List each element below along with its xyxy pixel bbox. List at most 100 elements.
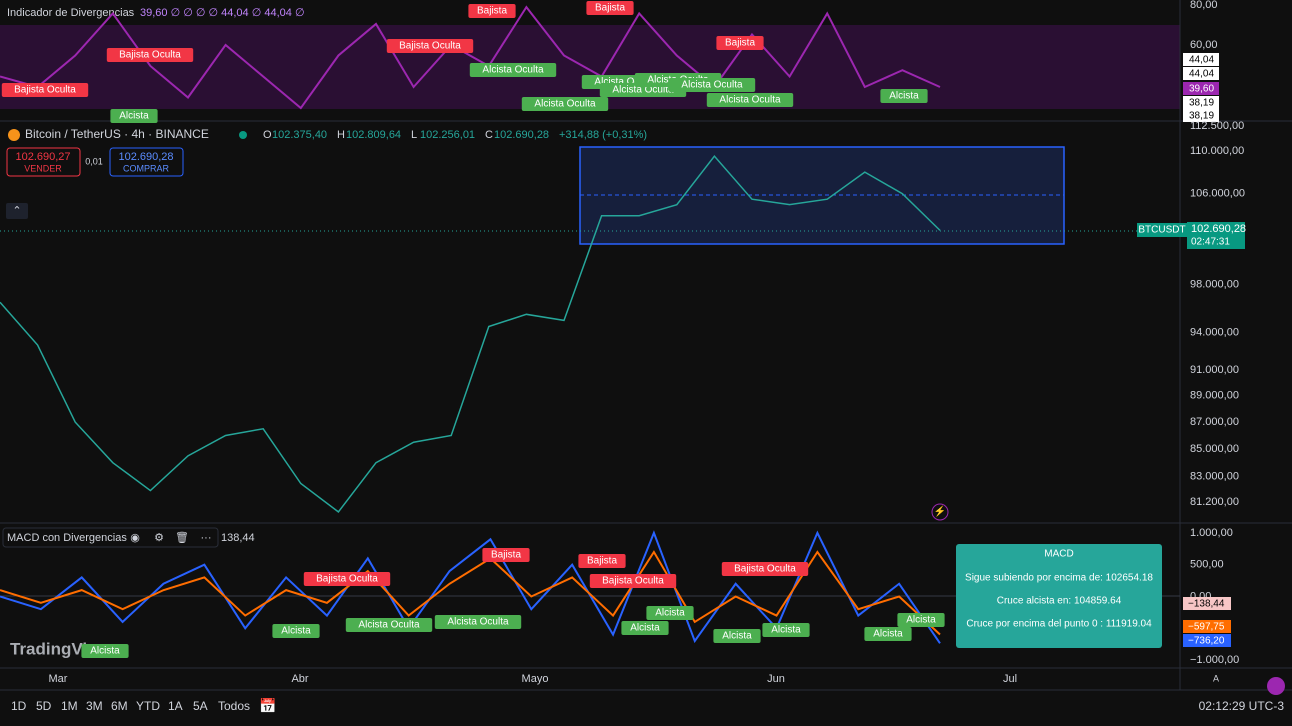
value-badge bbox=[1183, 53, 1219, 66]
collapse-button[interactable] bbox=[6, 203, 28, 219]
range-button[interactable]: 1D bbox=[11, 699, 27, 713]
sell-label: VENDER bbox=[24, 163, 62, 173]
settings-icon[interactable]: ⚙ bbox=[154, 532, 164, 544]
more-icon[interactable]: ··· bbox=[201, 532, 212, 544]
divergence-label-text: Bajista bbox=[587, 556, 617, 567]
symbol-badge bbox=[1137, 223, 1187, 237]
divergence-label-text: Bajista bbox=[491, 550, 521, 561]
delete-icon[interactable]: 🗑 bbox=[175, 531, 189, 544]
value-badge-text: 39,60 bbox=[1189, 84, 1214, 95]
y-tick-label: 500,00 bbox=[1190, 559, 1224, 571]
y-tick-label: 60,00 bbox=[1190, 39, 1218, 51]
divergence-label bbox=[106, 48, 194, 62]
x-tick-label: Mayo bbox=[522, 673, 549, 685]
eye-icon[interactable]: ◉ bbox=[130, 532, 140, 544]
ohlc-value: 102.256,01 bbox=[420, 129, 475, 141]
value-badge bbox=[1183, 67, 1219, 80]
divergence-label bbox=[521, 97, 609, 111]
symbol[interactable]: Bitcoin / TetherUS · 4h · BINANCE bbox=[25, 127, 209, 141]
buy-label: COMPRAR bbox=[123, 163, 170, 173]
macd-value: 138,44 bbox=[221, 532, 255, 544]
range-button[interactable]: Todos bbox=[218, 699, 250, 713]
divergence-label bbox=[303, 572, 391, 586]
y-tick-label: 112.500,00 bbox=[1190, 120, 1244, 132]
divergence-label-text: Bajista Oculta bbox=[14, 85, 76, 96]
divergence-label-text: Alcista Oculta bbox=[482, 65, 544, 76]
divergence-label-text: Alcista bbox=[889, 91, 919, 102]
x-tick-label: Abr bbox=[291, 673, 308, 685]
divergence-label bbox=[468, 4, 516, 18]
divergence-label-text: Bajista Oculta bbox=[316, 574, 378, 585]
tooltip-line: Sigue subiendo por encima de: 102654.18 bbox=[965, 573, 1153, 584]
indicator-title: Indicador de Divergencias bbox=[7, 7, 135, 19]
y-tick-label: 89.000,00 bbox=[1190, 390, 1239, 402]
alert-icon[interactable] bbox=[931, 503, 949, 521]
ohlc-key: O bbox=[263, 129, 272, 141]
indicator-values: 39,60 ∅ ∅ ∅ ∅ 44,04 ∅ 44,04 ∅ bbox=[140, 7, 305, 19]
divergence-label-text: Bajista Oculta bbox=[734, 564, 796, 575]
divergence-label bbox=[646, 606, 694, 620]
alert-glyph: ⚡ bbox=[934, 505, 946, 518]
divergence-label bbox=[713, 629, 761, 643]
tooltip-title: MACD bbox=[1044, 549, 1073, 560]
divergence-label bbox=[578, 554, 626, 568]
range-button[interactable]: 1A bbox=[168, 699, 183, 713]
tooltip-line: Cruce por encima del punto 0 : 111919.04 bbox=[966, 619, 1152, 630]
signal-line bbox=[0, 550, 941, 636]
range-button[interactable]: 1M bbox=[61, 699, 78, 713]
divergence-label bbox=[762, 623, 810, 637]
price-badge-timer: 02:47:31 bbox=[1191, 237, 1230, 248]
value-badge-text: 38,19 bbox=[1189, 98, 1214, 109]
sell-price: 102.690,27 bbox=[15, 151, 70, 163]
divergence-label-text: Alcista Oculta bbox=[612, 85, 674, 96]
y-tick-label: 81.200,00 bbox=[1190, 496, 1239, 508]
divergence-label bbox=[345, 618, 433, 632]
value-badge-text: −138,44 bbox=[1188, 599, 1225, 610]
divergence-label bbox=[81, 644, 129, 658]
divergence-label-text: Bajista bbox=[725, 38, 755, 49]
divergence-label bbox=[668, 78, 756, 92]
macd-legend-box bbox=[2, 527, 219, 548]
ohlc-key: C bbox=[485, 129, 493, 141]
divergence-label bbox=[469, 63, 557, 77]
buy-price: 102.690,28 bbox=[118, 151, 173, 163]
x-tick-label: Mar bbox=[49, 673, 68, 685]
auto-scale[interactable]: A bbox=[1213, 673, 1219, 683]
rsi-line bbox=[0, 5, 941, 110]
range-button[interactable]: 5D bbox=[36, 699, 52, 713]
divergence-label bbox=[721, 562, 809, 576]
divergence-label bbox=[589, 574, 677, 588]
sell-button[interactable] bbox=[6, 147, 81, 177]
divergence-label-text: Bajista Oculta bbox=[602, 576, 664, 587]
divergence-label bbox=[272, 624, 320, 638]
y-tick-label: 80,00 bbox=[1190, 0, 1218, 11]
macd-tooltip bbox=[956, 544, 1162, 648]
range-button[interactable]: YTD bbox=[136, 699, 160, 713]
divergence-label-text: Alcista bbox=[906, 615, 936, 626]
range-button[interactable]: 6M bbox=[111, 699, 128, 713]
buy-button[interactable] bbox=[109, 147, 184, 177]
date-range-icon[interactable]: 📅 bbox=[259, 698, 276, 714]
y-tick-label: 106.000,00 bbox=[1190, 188, 1245, 200]
divergence-label-text: Alcista bbox=[771, 625, 801, 636]
value-badge-text: 38,19 bbox=[1189, 111, 1214, 122]
divergence-label bbox=[864, 627, 912, 641]
x-tick-label: Jul bbox=[1003, 673, 1017, 685]
divergence-label bbox=[897, 613, 945, 627]
assistant-button[interactable] bbox=[1267, 677, 1285, 695]
value-badge bbox=[1183, 82, 1219, 95]
ohlc-value: 102.375,40 bbox=[272, 129, 327, 141]
price-badge-value: 102.690,28 bbox=[1191, 223, 1246, 235]
price-badge bbox=[1187, 222, 1245, 249]
range-button[interactable]: 5A bbox=[193, 699, 208, 713]
value-badge-text: 44,04 bbox=[1189, 55, 1214, 66]
x-tick-label: Jun bbox=[767, 673, 785, 685]
range-button[interactable]: 3M bbox=[86, 699, 103, 713]
divergence-label-text: Alcista bbox=[655, 608, 685, 619]
ohlc-value: 102.809,64 bbox=[346, 129, 401, 141]
divergence-label bbox=[706, 93, 794, 107]
divergence-label bbox=[621, 621, 669, 635]
divergence-label bbox=[110, 109, 158, 123]
value-badge bbox=[1183, 597, 1231, 610]
